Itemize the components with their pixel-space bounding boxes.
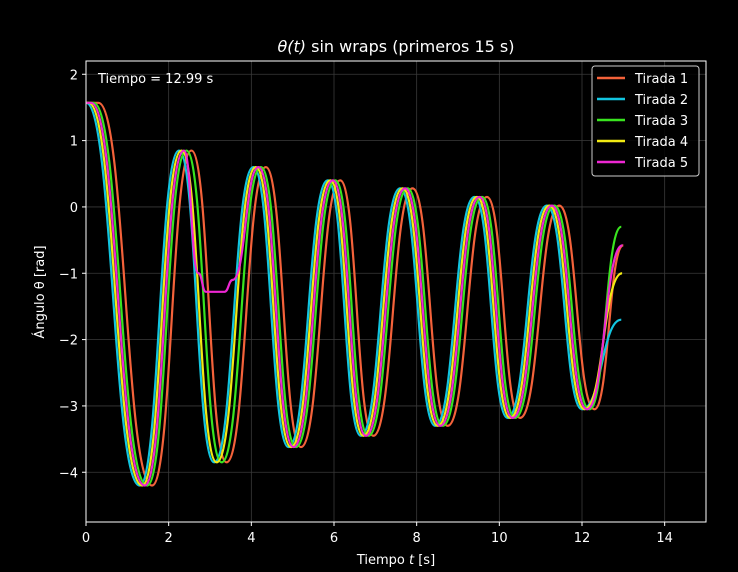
y-axis-ticks: −4 −3 −2 −1 0 1 2 — [59, 68, 86, 481]
plot-frame — [85, 60, 707, 523]
series-line-1 — [86, 101, 625, 487]
time-annotation: Tiempo = 12.99 s — [97, 72, 214, 87]
x-tick-label: 14 — [656, 531, 673, 546]
legend-entry: Tirada 2 — [634, 93, 688, 108]
x-axis-ticks: 0 2 4 6 8 10 12 14 — [82, 522, 673, 546]
x-tick-label: 12 — [574, 531, 591, 546]
series-line-4 — [86, 101, 623, 487]
x-axis-label: Tiempo t [s] — [356, 553, 435, 568]
legend: Tirada 1 Tirada 2 Tirada 3 Tirada 4 Tirada 5 — [591, 65, 700, 177]
y-tick-label: −1 — [59, 267, 78, 282]
x-tick-label: 4 — [247, 531, 255, 546]
y-tick-label: 1 — [70, 135, 78, 150]
series-line-5 — [86, 101, 624, 487]
legend-entry: Tirada 1 — [634, 72, 688, 87]
y-tick-label: 2 — [70, 68, 78, 83]
x-tick-label: 0 — [82, 531, 90, 546]
legend-entry: Tirada 5 — [634, 156, 688, 171]
series-lines — [85, 101, 625, 487]
legend-entry: Tirada 3 — [634, 114, 688, 129]
x-tick-label: 8 — [413, 531, 421, 546]
x-tick-label: 2 — [165, 531, 173, 546]
legend-box — [591, 65, 700, 177]
y-axis-label: Ángulo θ [rad] — [32, 245, 48, 338]
y-tick-label: −3 — [59, 400, 78, 415]
x-tick-label: 6 — [330, 531, 338, 546]
series-line-2 — [85, 101, 622, 487]
y-tick-label: −2 — [59, 334, 78, 349]
y-tick-label: −4 — [59, 466, 78, 481]
legend-entry: Tirada 4 — [634, 135, 688, 150]
x-tick-label: 10 — [491, 531, 508, 546]
chart-title: θ(t) sin wraps (primeros 15 s) — [278, 37, 515, 56]
series-line-3 — [86, 101, 623, 487]
y-tick-label: 0 — [70, 201, 78, 216]
